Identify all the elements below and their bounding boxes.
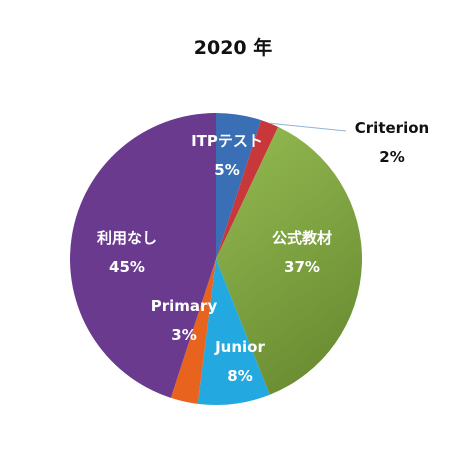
slice-label-value-4: 3% [171, 326, 196, 344]
slice-label-name-4: Primary [151, 297, 218, 315]
slice-label-name-5: 利用なし [97, 229, 157, 247]
chart-title: 2020 年 [194, 36, 273, 59]
slice-label-value-2: 37% [284, 258, 320, 276]
pie-slice-1 [216, 120, 279, 260]
slice-label-value-1: 2% [379, 148, 404, 166]
slice-label-value-3: 8% [227, 367, 252, 385]
slice-label-name-0: ITPテスト [191, 132, 263, 150]
slice-label-value-0: 5% [214, 161, 239, 179]
pie-labels: ITPテスト 5% Criterion 2% 公式教材 37% Junior 8% Primar… [97, 119, 429, 385]
pie-slice-2 [216, 126, 362, 395]
pie-slices [70, 113, 362, 406]
pie-slice-3 [197, 259, 270, 406]
pie-slice-5 [70, 113, 217, 398]
leader-line-1 [269, 122, 347, 132]
slice-label-value-5: 45% [109, 258, 145, 276]
slice-label-name-2: 公式教材 [272, 229, 332, 247]
pie-slice-4 [170, 259, 216, 404]
pie-slice-0 [216, 113, 262, 259]
slice-label-name-3: Junior [214, 338, 265, 356]
slice-label-name-1: Criterion [355, 119, 429, 137]
